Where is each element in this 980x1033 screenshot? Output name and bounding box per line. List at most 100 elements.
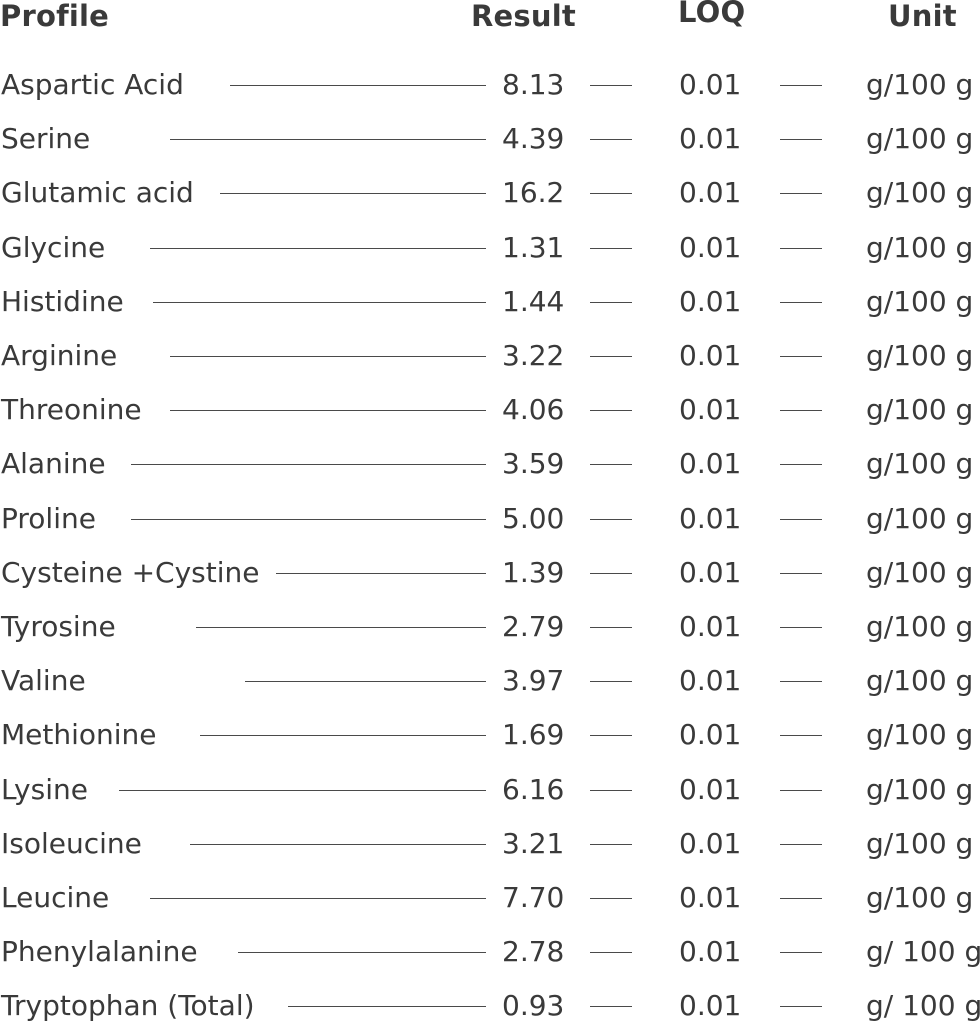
result-value: 8.13 — [502, 68, 565, 101]
loq-leader-line — [780, 843, 822, 845]
loq-leader-line — [780, 247, 822, 249]
loq-leader-line — [780, 952, 822, 954]
name-leader-line — [230, 85, 486, 86]
unit-value: g/100 g — [866, 881, 974, 914]
loq-leader-line — [780, 139, 822, 141]
table-row: Aspartic Acid 8.13 0.01 g/100 g — [0, 58, 980, 112]
name-leader-line — [150, 898, 486, 899]
unit-value: g/100 g — [866, 393, 974, 427]
result-value: 1.69 — [502, 718, 565, 752]
profile-name: Phenylalanine — [1, 935, 198, 969]
result-leader-line — [590, 735, 632, 737]
loq-leader-line — [780, 464, 822, 466]
profile-name: Threonine — [1, 393, 142, 427]
result-value: 4.06 — [502, 393, 565, 427]
loq-value: 0.01 — [679, 230, 742, 264]
table-row: Serine 4.39 0.01 g/100 g — [0, 112, 980, 166]
profile-name: Cysteine +Cystine — [1, 555, 260, 589]
loq-value: 0.01 — [679, 935, 742, 969]
name-leader-line — [196, 627, 486, 628]
table-row: Tryptophan (Total) 0.93 0.01 g/ 100 g — [0, 979, 980, 1033]
result-leader-line — [590, 1006, 632, 1008]
loq-value: 0.01 — [679, 826, 742, 860]
loq-value: 0.01 — [679, 664, 742, 698]
result-value: 3.21 — [502, 826, 565, 860]
result-leader-line — [590, 356, 632, 357]
name-leader-line — [119, 789, 486, 791]
profile-name: Lysine — [1, 772, 88, 806]
name-leader-line — [276, 572, 486, 574]
name-leader-line — [150, 247, 486, 249]
profile-name: Serine — [1, 122, 91, 156]
profile-name: Tyrosine — [1, 610, 116, 643]
result-leader-line — [590, 572, 632, 574]
table-row: Phenylalanine 2.78 0.01 g/ 100 g — [0, 925, 980, 979]
loq-leader-line — [780, 301, 822, 303]
unit-value: g/100 g — [866, 284, 974, 318]
result-value: 1.44 — [502, 284, 565, 318]
loq-value: 0.01 — [679, 555, 742, 589]
result-value: 4.39 — [502, 122, 565, 156]
profile-name: Glutamic acid — [1, 176, 194, 210]
unit-value: g/100 g — [866, 339, 974, 372]
table-row: Leucine 7.70 0.01 g/100 g — [0, 871, 980, 925]
profile-name: Glycine — [1, 230, 106, 264]
unit-value: g/ 100 g — [866, 935, 980, 969]
loq-leader-line — [780, 898, 822, 899]
profile-name: Leucine — [1, 881, 110, 914]
result-leader-line — [590, 627, 632, 628]
loq-value: 0.01 — [679, 339, 742, 372]
loq-value: 0.01 — [679, 68, 742, 101]
result-leader-line — [590, 952, 632, 954]
header-profile: Profile — [0, 0, 110, 33]
loq-leader-line — [780, 410, 822, 412]
unit-value: g/100 g — [866, 122, 974, 156]
result-value: 1.39 — [502, 555, 565, 589]
table-row: Methionine 1.69 0.01 g/100 g — [0, 708, 980, 762]
profile-name: Isoleucine — [1, 826, 142, 860]
result-leader-line — [590, 518, 632, 520]
name-leader-line — [153, 301, 486, 303]
table-row: Valine 3.97 0.01 g/100 g — [0, 654, 980, 708]
result-leader-line — [590, 789, 632, 791]
loq-leader-line — [780, 85, 822, 86]
result-value: 3.97 — [502, 664, 565, 698]
profile-name: Aspartic Acid — [1, 68, 184, 101]
table-row: Arginine 3.22 0.01 g/100 g — [0, 329, 980, 383]
table-row: Proline 5.00 0.01 g/100 g — [0, 492, 980, 546]
result-value: 7.70 — [502, 881, 565, 914]
result-leader-line — [590, 301, 632, 303]
profile-name: Alanine — [1, 447, 106, 481]
name-leader-line — [245, 681, 486, 683]
result-value: 2.78 — [502, 935, 565, 969]
unit-value: g/100 g — [866, 718, 974, 752]
result-leader-line — [590, 681, 632, 683]
result-leader-line — [590, 139, 632, 141]
loq-value: 0.01 — [679, 447, 742, 481]
table-row: Tyrosine 2.79 0.01 g/100 g — [0, 600, 980, 654]
table-row: Glutamic acid 16.2 0.01 g/100 g — [0, 166, 980, 220]
profile-name: Proline — [1, 501, 96, 535]
loq-leader-line — [780, 735, 822, 737]
name-leader-line — [288, 1006, 486, 1008]
loq-leader-line — [780, 572, 822, 574]
name-leader-line — [131, 518, 486, 520]
loq-leader-line — [780, 789, 822, 791]
unit-value: g/100 g — [866, 447, 974, 481]
unit-value: g/100 g — [866, 501, 974, 535]
result-leader-line — [590, 898, 632, 899]
unit-value: g/100 g — [866, 610, 974, 643]
result-value: 16.2 — [502, 176, 565, 210]
result-leader-line — [590, 464, 632, 466]
header-unit: Unit — [888, 0, 957, 33]
name-leader-line — [170, 356, 486, 357]
loq-leader-line — [780, 627, 822, 628]
unit-value: g/100 g — [866, 772, 974, 806]
table-row: Cysteine +Cystine 1.39 0.01 g/100 g — [0, 546, 980, 600]
result-value: 3.59 — [502, 447, 565, 481]
table-row: Lysine 6.16 0.01 g/100 g — [0, 763, 980, 817]
unit-value: g/100 g — [866, 176, 974, 210]
loq-value: 0.01 — [679, 610, 742, 643]
loq-leader-line — [780, 193, 822, 195]
result-leader-line — [590, 843, 632, 845]
